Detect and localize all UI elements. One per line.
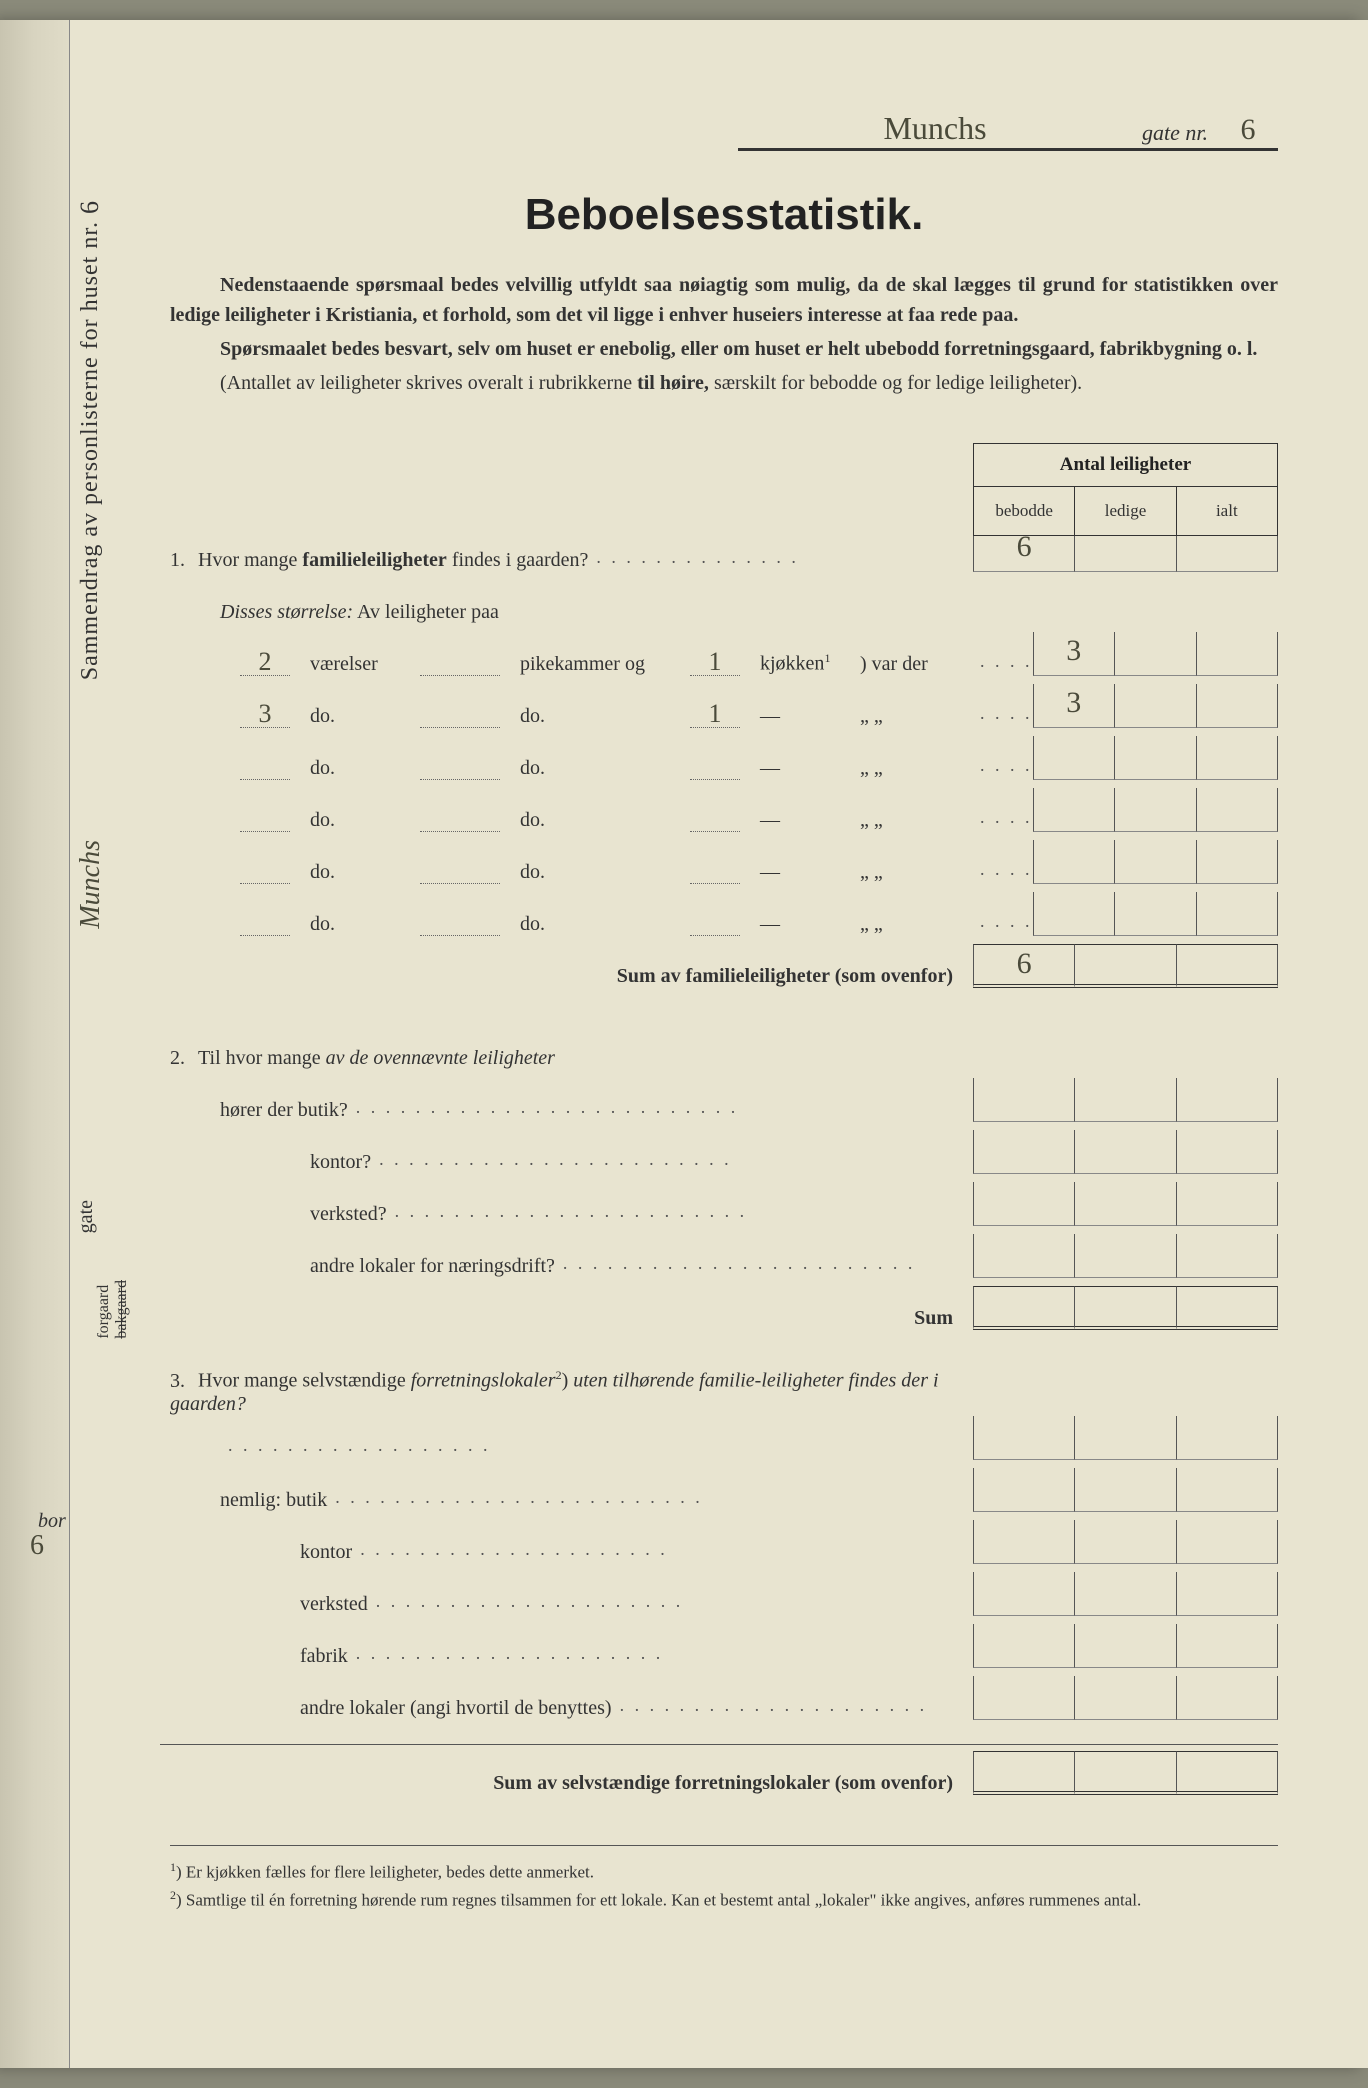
header-underline — [738, 148, 1278, 151]
q1-room-row: do. do. — „ „ . . . . — [170, 892, 1278, 936]
page-binding — [0, 20, 70, 2068]
street-name-value: Munchs — [738, 110, 1132, 150]
q1-room-row: do. do. — „ „ . . . . — [170, 736, 1278, 780]
q2-sum-row: Sum — [170, 1286, 1278, 1330]
q2-sub-row: verksted?. . . . . . . . . . . . . . . .… — [170, 1182, 1278, 1226]
q3-nemlig-row: nemlig: butik. . . . . . . . . . . . . .… — [170, 1468, 1278, 1512]
intro-p1: Nedenstaaende spørsmaal bedes velvillig … — [170, 270, 1278, 330]
q3-sub-row: verksted. . . . . . . . . . . . . . . . … — [170, 1572, 1278, 1616]
footnote-1: 1) Er kjøkken fælles for flere leilighet… — [170, 1858, 1278, 1886]
questions-block: 1.Hvor mange familieleiligheter findes i… — [170, 528, 1278, 1795]
intro-p2: Spørsmaalet bedes besvart, selv om huset… — [170, 334, 1278, 364]
q2-sub-row: kontor?. . . . . . . . . . . . . . . . .… — [170, 1130, 1278, 1174]
col-ialt: ialt — [1177, 487, 1277, 535]
sidebar-forgaard: forgaard bakgaard — [95, 1280, 131, 1339]
q1-sum-bebodde: 6 — [973, 944, 1074, 988]
table-header-title: Antal leiligheter — [974, 444, 1277, 487]
q3-sum-row: Sum av selvstændige forretningslokaler (… — [170, 1751, 1278, 1795]
page-title: Beboelsesstatistik. — [170, 190, 1278, 240]
footnote-2: 2) Samtlige til én forretning hørende ru… — [170, 1886, 1278, 1914]
q2-horer-row: hører der butik?. . . . . . . . . . . . … — [170, 1078, 1278, 1122]
q3-line2: . . . . . . . . . . . . . . . . . . — [170, 1416, 1278, 1460]
q2-sub-row: andre lokaler for næringsdrift?. . . . .… — [170, 1234, 1278, 1278]
q2-main-row: 2.Til hvor mange av de ovennævnte leilig… — [170, 1026, 1278, 1070]
gate-nr-label: gate nr. — [1142, 120, 1208, 150]
table-header: Antal leiligheter bebodde ledige ialt — [973, 443, 1278, 536]
table-header-columns: bebodde ledige ialt — [974, 487, 1277, 535]
q3-main-row: 3.Hvor mange selvstændige forretningslok… — [170, 1368, 1278, 1416]
q1-room-row: 2 værelser pikekammer og 1 kjøkken1 ) va… — [170, 632, 1278, 676]
sidebar-bor-num: 6 — [30, 1530, 44, 1562]
q1-sum-ledige — [1074, 944, 1175, 988]
q1-sum-ialt — [1176, 944, 1278, 988]
q1-room-row: do. do. — „ „ . . . . — [170, 840, 1278, 884]
q1-room-row: 3 do. do. 1 — „ „ . . . . 3 — [170, 684, 1278, 728]
q3-sub-row: kontor. . . . . . . . . . . . . . . . . … — [170, 1520, 1278, 1564]
q1-disses-row: Disses størrelse: Av leiligheter paa — [170, 580, 1278, 624]
sidebar-vertical-text: Sammendrag av personlisterne for huset n… — [75, 200, 105, 680]
header-address-line: Munchs gate nr. 6 — [738, 110, 1278, 150]
gate-nr-value: 6 — [1218, 113, 1278, 150]
intro-p3: (Antallet av leiligheter skrives overalt… — [170, 368, 1278, 398]
footnotes: 1) Er kjøkken fælles for flere leilighet… — [170, 1845, 1278, 1914]
q1-sum-row: Sum av familieleiligheter (som ovenfor) … — [170, 944, 1278, 988]
main-content: Beboelsesstatistik. Nedenstaaende spørsm… — [170, 190, 1278, 1913]
sidebar-gate-label: gate — [75, 1200, 98, 1233]
col-ledige: ledige — [1075, 487, 1176, 535]
document-page: Sammendrag av personlisterne for huset n… — [0, 20, 1368, 2068]
sidebar-street-cursive: Munchs — [75, 840, 107, 929]
q3-sub-row: fabrik. . . . . . . . . . . . . . . . . … — [170, 1624, 1278, 1668]
q3-sub-row: andre lokaler (angi hvortil de benyttes)… — [170, 1676, 1278, 1720]
q1-room-row: do. do. — „ „ . . . . — [170, 788, 1278, 832]
col-bebodde: bebodde — [974, 487, 1075, 535]
q1-sum-values: 6 — [973, 944, 1278, 988]
